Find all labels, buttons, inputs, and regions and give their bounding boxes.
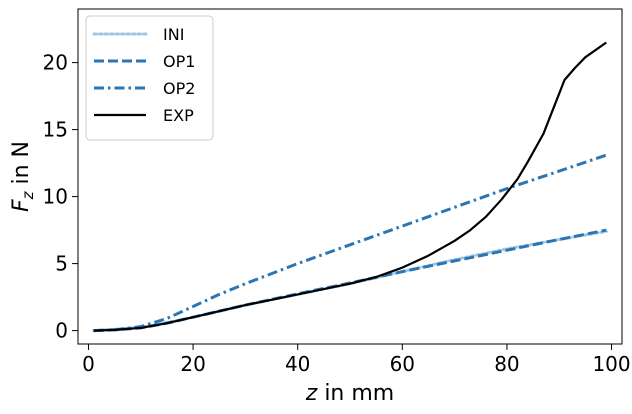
- x-tick-label: 100: [592, 352, 630, 376]
- legend: INI OP1 OP2 EXP: [85, 15, 214, 141]
- series-lines: [92, 41, 608, 333]
- series-line-op2: [93, 153, 607, 333]
- plot-frame: [77, 8, 623, 345]
- x-tick-label: 40: [285, 352, 310, 376]
- y-tick-label: 0: [55, 319, 68, 343]
- x-tick-label: 80: [494, 352, 519, 376]
- tick-labels: 0 20 40 60 80 100 0 5 10 15 20: [43, 51, 631, 376]
- x-tick-label: 60: [390, 352, 415, 376]
- legend-label-exp: EXP: [163, 106, 194, 125]
- legend-label-op1: OP1: [163, 52, 195, 71]
- legend-box: [85, 15, 214, 141]
- legend-label-op2: OP2: [163, 79, 195, 98]
- x-tick-label: 0: [82, 352, 95, 376]
- y-tick-label: 10: [43, 185, 68, 209]
- x-tick-label: 20: [180, 352, 205, 376]
- y-tick-label: 20: [43, 51, 68, 75]
- y-tick-label: 5: [55, 252, 68, 276]
- y-tick-label: 15: [43, 118, 68, 142]
- x-axis-label: z in mm: [305, 381, 394, 406]
- y-axis-label: Fz in N: [9, 141, 37, 212]
- series-line-exp: [93, 41, 607, 332]
- legend-label-ini: INI: [163, 25, 184, 44]
- tick-marks: [72, 62, 613, 350]
